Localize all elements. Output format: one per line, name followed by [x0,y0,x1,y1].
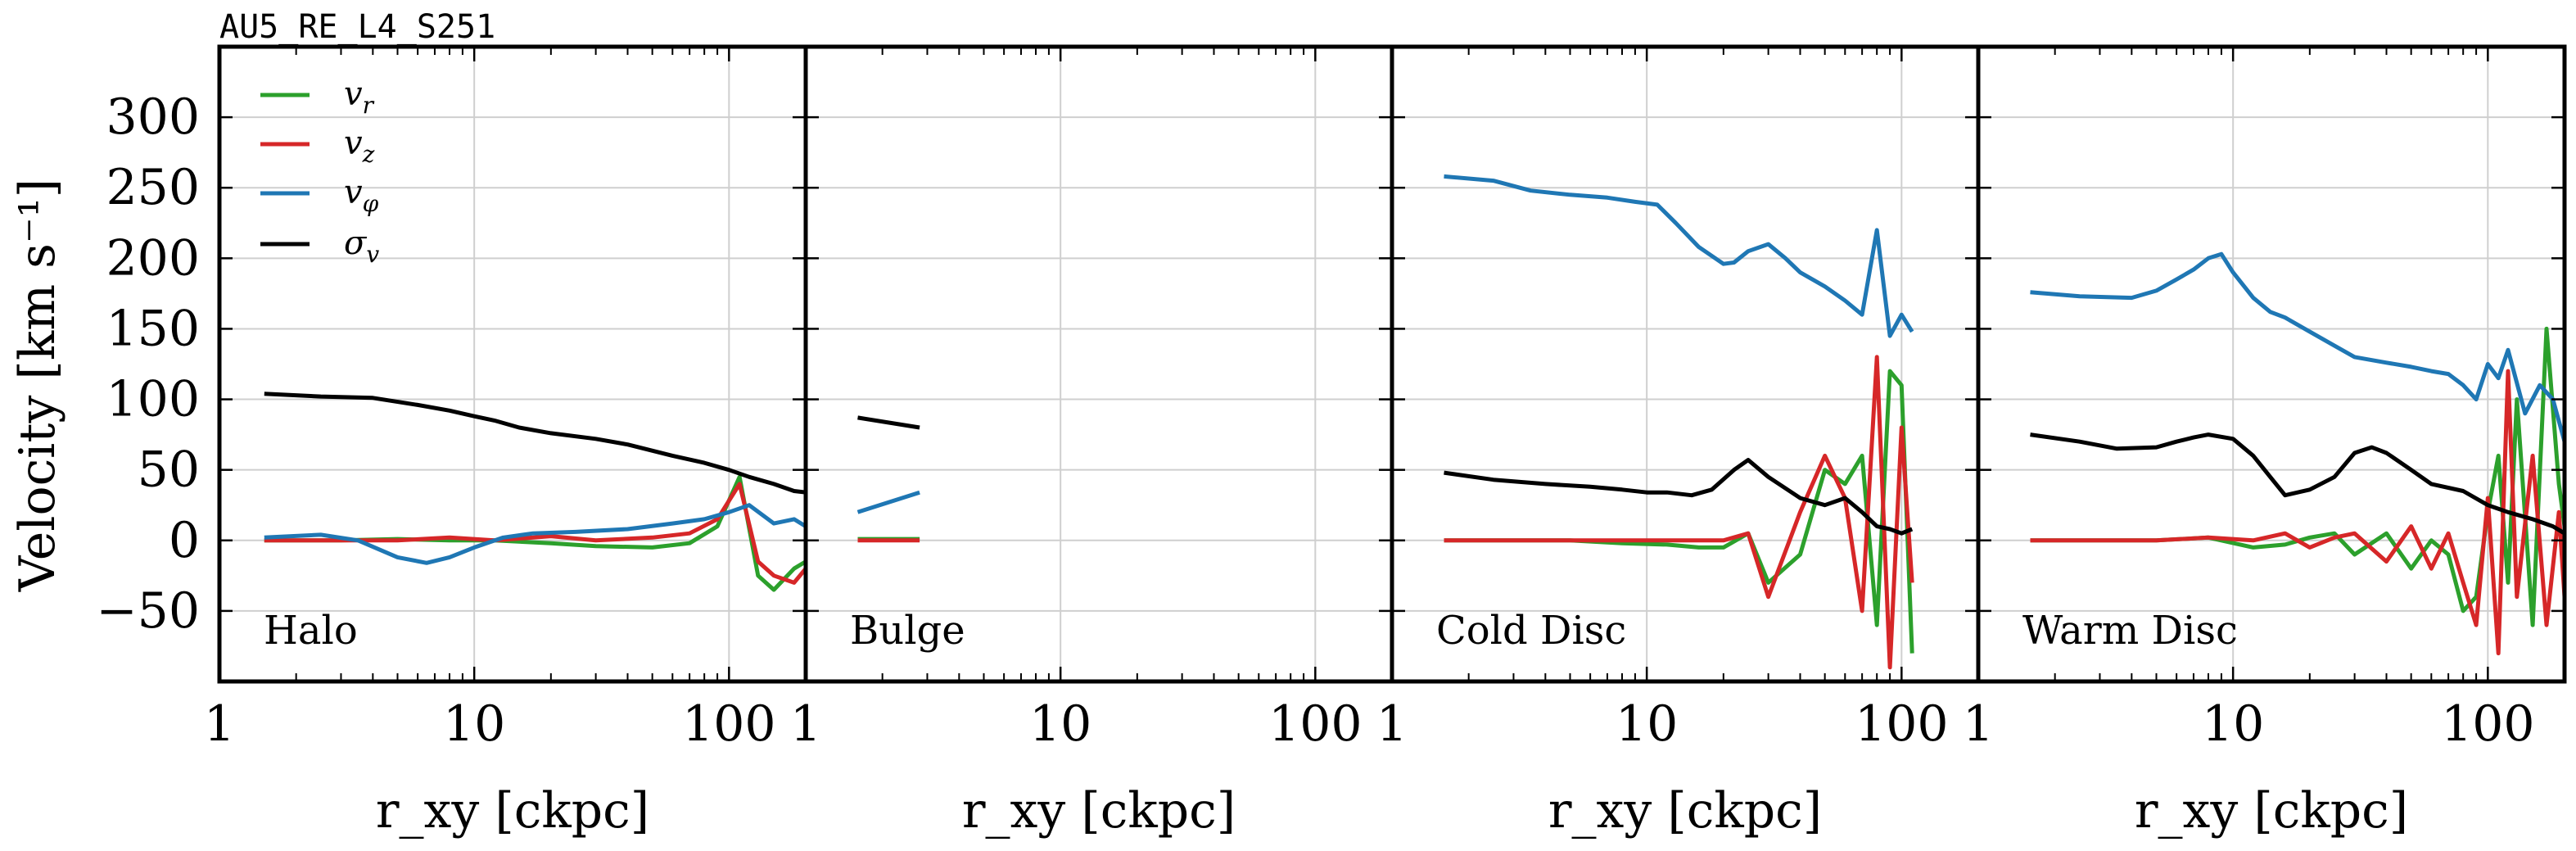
series-line-sigma-v [1444,458,1914,536]
series-line-v-r [2030,326,2565,627]
series-line-v-phi [856,490,920,514]
series-line-v-phi [264,503,806,565]
y-tick-label: 50 [138,441,200,499]
x-tick-label: 100 [682,695,776,753]
series-line-sigma-v [264,392,806,495]
panel-label: Warm Disc [2022,608,2238,654]
x-tick-label: 10 [2202,695,2264,753]
y-tick-label: 200 [106,229,200,287]
panel-warm-disc: Warm Disc 1 10 100 r_xy [ckpc] [1963,44,2567,840]
legend-label: vφ [344,174,379,217]
x-tick-label: 1 [204,695,235,753]
panel-frame [803,44,1394,684]
x-tick-label: 100 [1268,695,1363,753]
panel-label: Bulge [850,608,965,654]
series-line-v-z [1444,355,1914,670]
run-label: AU5_RE_L4_S251 [219,8,495,46]
grid [1978,47,2565,681]
x-tick-label: 10 [1616,695,1678,753]
series-line-v-z [264,482,806,585]
y-tick-label: 300 [106,88,200,146]
series-line-sigma-v [2030,432,2565,536]
legend-entry-v-phi: vφ [260,174,379,217]
series-line-v-z [2030,369,2565,656]
x-tick-label: 1 [1376,695,1408,753]
y-tick-label: 250 [106,159,200,216]
series-group [1444,174,1914,670]
panel-label: Halo [264,608,358,654]
panel-frame [1976,44,2567,684]
legend-entry-sigma-v: σv [260,224,379,268]
panel-frame [217,44,808,684]
y-tick-label: 150 [106,300,200,357]
panel-bulge: Bulge 1 10 100 r_xy [ckpc] [790,44,1394,840]
y-tick-label: 100 [106,371,200,428]
x-axis-label: r_xy [ckpc] [1548,782,1822,840]
panels: Halo 1 10 100 r_xy [ckpc] Bulge 1 10 100 r_xy [ck… [204,44,2567,840]
y-tick-label: 0 [169,512,200,569]
x-tick-label: 100 [2441,695,2535,753]
y-tick-label: −50 [96,582,200,640]
panel-label: Cold Disc [1436,608,1626,654]
series-group [264,392,806,592]
x-tick-label: 100 [1855,695,1949,753]
legend-label: vz [344,124,375,168]
y-axis: 300 250 200 150 100 50 0 −50 [96,88,200,640]
y-axis-label: Velocity [km s⁻¹] [9,179,66,592]
legend-label: vr [344,75,375,119]
legend-entry-v-r: vr [260,75,375,119]
series-line-sigma-v [857,415,920,430]
series-group [2030,251,2565,656]
x-axis-label: r_xy [ckpc] [2135,782,2408,840]
x-tick-label: 1 [1963,695,1994,753]
panel-frame [1390,44,1981,684]
series-group [856,415,920,543]
x-tick-label: 10 [443,695,505,753]
grid [806,47,1392,681]
grid [1392,47,1978,681]
x-tick-label: 10 [1029,695,1091,753]
panel-cold-disc: Cold Disc 1 10 100 r_xy [ckpc] [1376,44,1981,840]
legend: vr vz vφ σv [260,75,379,268]
x-axis-label: r_xy [ckpc] [962,782,1236,840]
panel-halo: Halo 1 10 100 r_xy [ckpc] [204,44,808,840]
legend-label: σv [344,224,379,268]
x-axis-label: r_xy [ckpc] [376,782,649,840]
legend-entry-v-z: vz [260,124,375,168]
series-line-v-phi [2030,251,2565,442]
x-tick-label: 1 [790,695,821,753]
series-line-v-phi [1444,174,1914,338]
grid [219,47,806,681]
